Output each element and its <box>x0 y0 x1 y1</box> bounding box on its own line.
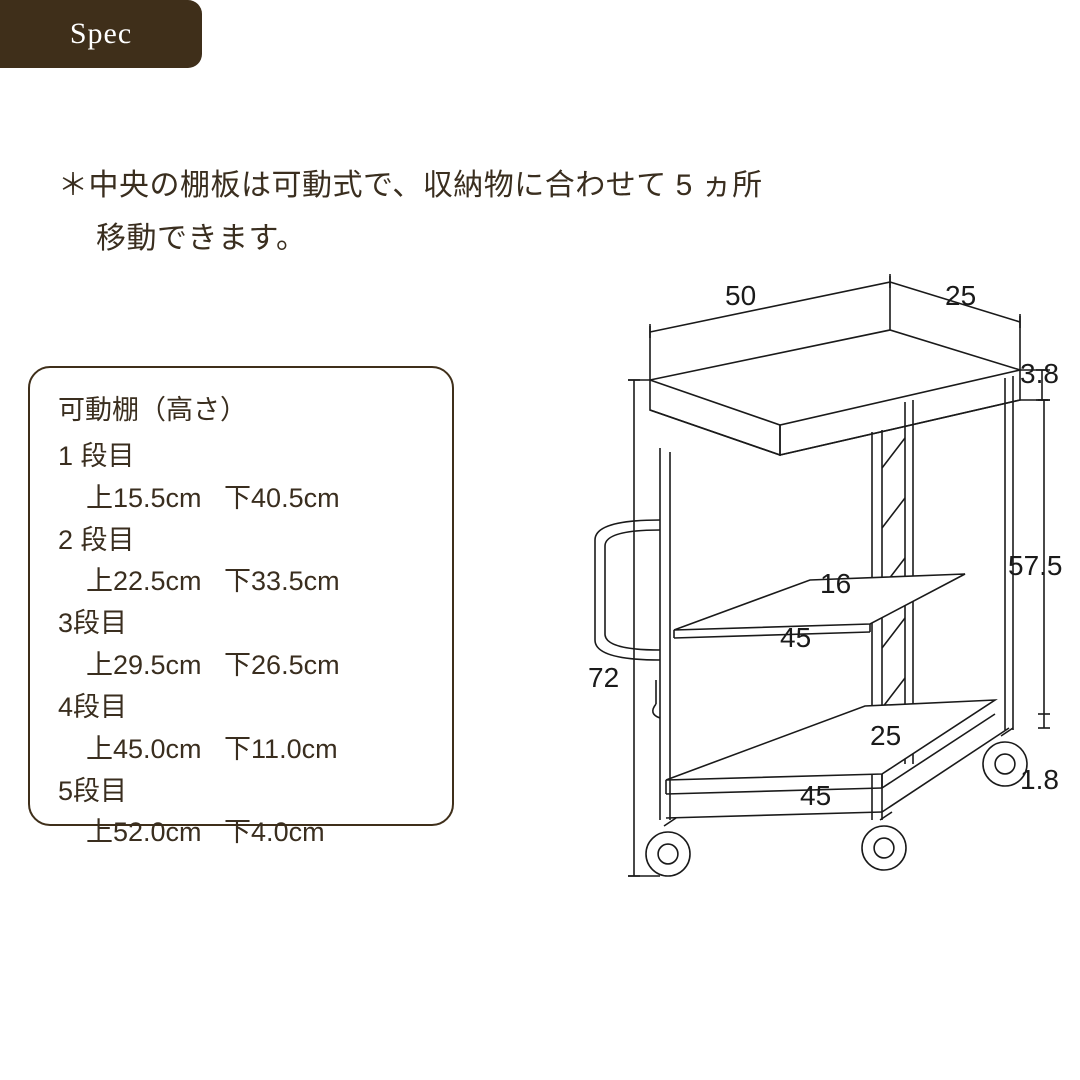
dim-height-total: 72 <box>588 662 619 694</box>
level-name: 3段目 <box>58 603 424 645</box>
level-name: 2 段目 <box>58 520 424 562</box>
note-line-2: 移動できます。 <box>96 213 763 266</box>
dim-useable-height: 57.5 <box>1008 550 1063 582</box>
spec-tab: Spec <box>0 0 202 68</box>
dim-shelf-width-mid: 45 <box>780 622 811 654</box>
shelf-levels-panel: 可動棚（高さ） 1 段目上15.5cm 下40.5cm2 段目上22.5cm 下… <box>28 366 454 826</box>
note-line-1: ＊中央の棚板は可動式で、収納物に合わせて 5 ヵ所 <box>58 160 763 213</box>
dim-width-top: 50 <box>725 280 756 312</box>
level-values: 上29.5cm 下26.5cm <box>58 645 424 687</box>
dim-shelf-width-bot: 45 <box>800 780 831 812</box>
level-name: 1 段目 <box>58 436 424 478</box>
dim-bottom-thickness: 1.8 <box>1020 764 1059 796</box>
level-name: 4段目 <box>58 687 424 729</box>
level-values: 上15.5cm 下40.5cm <box>58 478 424 520</box>
level-values: 上52.0cm 下4.0cm <box>58 812 424 854</box>
dim-top-thickness: 3.8 <box>1020 358 1059 390</box>
dim-depth-top: 25 <box>945 280 976 312</box>
dim-shelf-depth-bot: 25 <box>870 720 901 752</box>
spec-tab-label: Spec <box>70 17 132 51</box>
dim-shelf-depth-mid: 16 <box>820 568 851 600</box>
level-name: 5段目 <box>58 771 424 813</box>
level-values: 上22.5cm 下33.5cm <box>58 561 424 603</box>
panel-title: 可動棚（高さ） <box>58 390 424 432</box>
level-values: 上45.0cm 下11.0cm <box>58 729 424 771</box>
spec-note: ＊中央の棚板は可動式で、収納物に合わせて 5 ヵ所 移動できます。 <box>58 160 763 265</box>
dimension-diagram: 50 25 3.8 72 57.5 1.8 16 45 25 45 <box>500 260 1060 960</box>
